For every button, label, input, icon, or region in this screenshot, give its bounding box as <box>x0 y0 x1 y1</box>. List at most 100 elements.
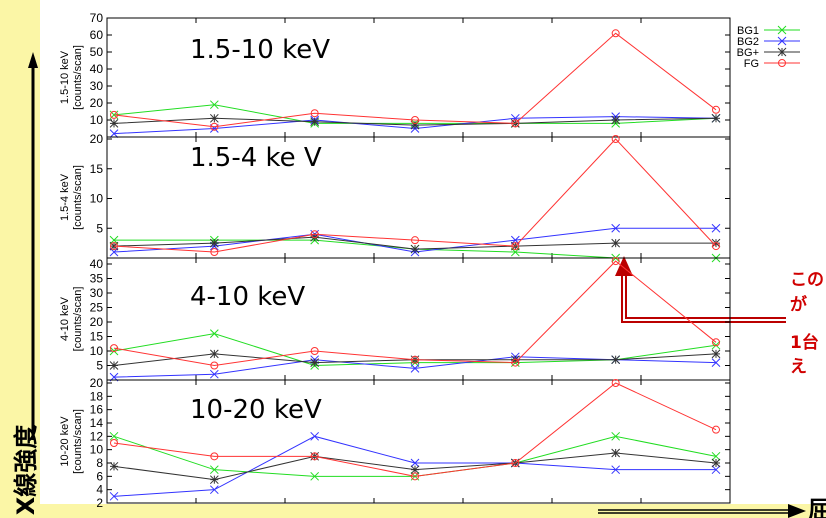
legend-label-fg: FG <box>744 58 759 70</box>
data-point-bg2 <box>711 223 721 233</box>
data-point-bgplus <box>711 113 721 123</box>
data-point-bg1 <box>611 431 621 441</box>
data-point-bgplus <box>310 358 320 367</box>
data-point-fg <box>411 355 419 364</box>
y-tick-label: 20 <box>90 376 104 390</box>
data-point-bgplus <box>209 475 219 485</box>
legend-marker-fg <box>778 59 786 67</box>
y-axis-unit: [counts/scan] <box>72 287 84 352</box>
legend-label-bgplus: BG+ <box>737 47 759 59</box>
data-point-bgplus <box>611 115 621 125</box>
y-tick-label: 20 <box>90 96 104 110</box>
panel-title: 1.5-10 keV <box>190 35 330 65</box>
y-axis-label: 4-10 keV <box>59 296 71 341</box>
annotation-line-3: 1台 <box>790 332 819 353</box>
data-point-bg2 <box>209 485 219 495</box>
data-point-fg <box>712 425 720 434</box>
y-tick-label: 2 <box>96 496 103 510</box>
data-point-fg <box>310 230 319 239</box>
data-point-bg2 <box>310 431 320 441</box>
series-line-fg <box>113 32 717 128</box>
y-tick-label: 30 <box>90 79 104 93</box>
data-point-fg <box>511 119 520 128</box>
data-point-fg <box>310 109 319 118</box>
data-point-fg <box>310 347 319 355</box>
data-point-bgplus <box>209 238 219 248</box>
y-tick-label: 60 <box>90 28 104 42</box>
figure-background <box>40 0 826 518</box>
data-point-bg2 <box>410 364 420 373</box>
bottom-strip <box>40 504 826 518</box>
data-point-fg <box>611 379 620 387</box>
data-point-fg <box>411 472 419 481</box>
y-big-arrow <box>28 52 38 440</box>
data-point-bg1 <box>209 465 219 475</box>
data-point-fg <box>511 358 520 367</box>
data-point-bgplus <box>711 458 721 468</box>
data-point-fg <box>712 338 720 347</box>
y-tick-label: 70 <box>90 11 104 25</box>
panel-title: 10-20 keV <box>190 395 322 425</box>
y-tick-label: 35 <box>90 272 104 286</box>
data-point-fg <box>210 452 219 461</box>
data-point-fg <box>411 116 419 124</box>
data-point-bg1 <box>711 340 721 350</box>
panel-title: 1.5-4 ke V <box>190 143 322 173</box>
y-axis-label: 1.5-10 keV <box>59 50 71 104</box>
data-point-bg2 <box>711 358 721 367</box>
data-point-fg <box>511 459 520 467</box>
data-point-bgplus <box>109 461 119 471</box>
data-point-fg <box>110 110 118 119</box>
legend-marker-bg2 <box>777 36 787 46</box>
y-tick-label: 25 <box>90 301 104 315</box>
data-point-bgplus <box>209 349 219 359</box>
data-point-bg2 <box>711 465 721 475</box>
data-point-bgplus <box>109 361 119 370</box>
data-point-bg2 <box>410 458 420 468</box>
annotation-line-2: が <box>790 294 807 315</box>
y-axis-label: 10-20 keV <box>59 416 71 467</box>
data-point-bg2 <box>209 124 219 133</box>
data-point-bg2 <box>109 491 119 501</box>
data-point-fg <box>611 257 620 266</box>
y-tick-label: 14 <box>90 416 104 430</box>
data-point-bgplus <box>410 244 420 254</box>
data-point-bg2 <box>611 465 621 475</box>
y-tick-label: 50 <box>90 45 104 59</box>
y-tick-label: 5 <box>96 359 103 373</box>
data-point-bg1 <box>711 451 721 461</box>
y-tick-label: 6 <box>96 469 103 483</box>
data-point-fg <box>210 248 219 257</box>
y-tick-label: 40 <box>90 257 104 271</box>
data-point-bgplus <box>611 238 621 248</box>
y-tick-label: 18 <box>90 389 104 403</box>
legend-label-bg1: BG1 <box>737 25 759 37</box>
y-axis-unit: [counts/scan] <box>72 409 84 474</box>
data-point-fg <box>210 361 219 370</box>
x-axis-big-label: 屈 <box>808 496 826 518</box>
data-point-bgplus <box>611 448 621 458</box>
annotation-line-1: この <box>790 270 824 290</box>
data-point-fg <box>712 242 720 251</box>
data-point-bg2 <box>611 223 621 233</box>
data-point-fg <box>611 135 620 143</box>
y-axis-unit: [counts/scan] <box>72 165 84 230</box>
y-tick-label: 10 <box>90 192 104 206</box>
data-point-fg <box>511 242 520 251</box>
data-point-fg <box>110 439 118 447</box>
legend-label-bg2: BG2 <box>737 36 759 48</box>
data-point-bgplus <box>611 355 621 365</box>
y-tick-label: 10 <box>90 443 104 457</box>
series-line-fg <box>113 260 717 367</box>
data-point-bg1 <box>209 329 219 338</box>
y-tick-label: 15 <box>90 162 104 176</box>
y-tick-label: 10 <box>90 113 104 127</box>
y-tick-label: 20 <box>90 315 104 329</box>
data-point-bgplus <box>711 349 721 359</box>
data-point-fg <box>310 452 319 461</box>
y-tick-label: 30 <box>90 286 104 300</box>
data-point-fg <box>712 105 720 114</box>
